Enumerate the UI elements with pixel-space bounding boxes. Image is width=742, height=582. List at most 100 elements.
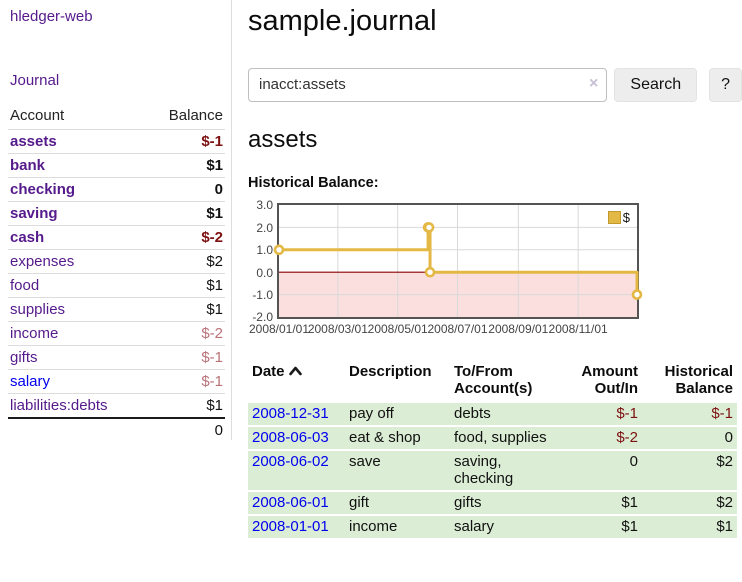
- account-row: expenses $2: [8, 250, 225, 274]
- transaction-description: eat & shop: [345, 426, 450, 450]
- search-button[interactable]: Search: [614, 68, 697, 102]
- sidebar-account-link-checking[interactable]: checking: [10, 181, 75, 198]
- transaction-amount: $1: [562, 491, 642, 515]
- account-balance: $1: [206, 397, 223, 414]
- register-header-historical: Historical Balance: [642, 361, 737, 402]
- sidebar-account-link-assets[interactable]: assets: [10, 133, 57, 150]
- register-row: 2008-06-03 eat & shopfood, supplies$-20: [248, 426, 737, 450]
- account-balance: $-1: [201, 373, 223, 390]
- transaction-historical-balance: $1: [642, 515, 737, 538]
- transaction-accounts: salary: [450, 515, 562, 538]
- y-axis-tick-label: 2.0: [248, 221, 273, 235]
- transaction-historical-balance: $2: [642, 450, 737, 491]
- chart-legend: $: [608, 210, 630, 225]
- x-axis-tick-label: 2008/11/01: [549, 322, 608, 336]
- account-balance: 0: [215, 181, 223, 198]
- data-point-marker: [425, 224, 433, 232]
- chart-plot-area: $: [277, 203, 639, 319]
- sidebar-account-link-liabilities-debts[interactable]: liabilities:debts: [10, 397, 108, 414]
- register-row: 2008-06-01 giftgifts$1$2: [248, 491, 737, 515]
- transaction-amount: $-2: [562, 426, 642, 450]
- transaction-description: gift: [345, 491, 450, 515]
- register-row: 2008-12-31pay offdebts$-1$-1: [248, 402, 737, 426]
- app-title-link[interactable]: hledger-web: [10, 8, 231, 25]
- register-header-accounts: To/From Account(s): [450, 361, 562, 402]
- transaction-historical-balance: $-1: [642, 402, 737, 426]
- transaction-amount: 0: [562, 450, 642, 491]
- sidebar-account-link-supplies[interactable]: supplies: [10, 301, 65, 318]
- x-axis-tick-label: 2008/01/01: [249, 322, 309, 336]
- transaction-description: pay off: [345, 402, 450, 426]
- sidebar-account-link-saving[interactable]: saving: [10, 205, 58, 222]
- transaction-historical-balance: $2: [642, 491, 737, 515]
- help-button[interactable]: ?: [709, 68, 742, 102]
- account-balance: $2: [206, 253, 223, 270]
- account-row: salary $-1: [8, 370, 225, 394]
- data-point-marker: [275, 246, 283, 254]
- account-row: assets$-1: [8, 130, 225, 154]
- account-row: bank $1: [8, 154, 225, 178]
- page-title: sample.journal: [248, 4, 742, 39]
- sidebar-account-link-food[interactable]: food: [10, 277, 39, 294]
- accounts-total-value: 0: [146, 418, 225, 442]
- account-row: food $1: [8, 274, 225, 298]
- sidebar-account-link-salary[interactable]: salary: [10, 373, 50, 390]
- data-point-marker: [426, 269, 434, 277]
- legend-label: $: [623, 210, 630, 225]
- account-balance: $-1: [201, 349, 223, 366]
- account-row: cash$-2: [8, 226, 225, 250]
- transaction-accounts: debts: [450, 402, 562, 426]
- y-axis-tick-label: 3.0: [248, 198, 273, 212]
- x-axis-tick-label: 2008/03/01: [308, 322, 368, 336]
- account-heading: assets: [248, 126, 742, 154]
- data-point-marker: [633, 291, 641, 299]
- transaction-date-link[interactable]: 2008-01-01: [252, 518, 329, 535]
- accounts-header-balance: Balance: [146, 105, 225, 130]
- chart-title: Historical Balance:: [248, 175, 742, 191]
- transaction-accounts: food, supplies: [450, 426, 562, 450]
- register-header-date[interactable]: Date: [248, 361, 345, 402]
- transaction-description: income: [345, 515, 450, 538]
- search-input[interactable]: [248, 68, 607, 102]
- register-header-amount: Amount Out/In: [562, 361, 642, 402]
- transaction-date-link[interactable]: 2008-06-03: [252, 429, 329, 446]
- account-balance: $1: [206, 277, 223, 294]
- historical-balance-chart: $ 3.02.01.00.0-1.0-2.0 2008/01/012008/03…: [248, 201, 648, 341]
- legend-swatch-icon: [608, 211, 621, 224]
- x-axis-tick-label: 2008/09/01: [488, 322, 548, 336]
- account-balance: $-2: [201, 325, 223, 342]
- transaction-description: save: [345, 450, 450, 491]
- transaction-historical-balance: 0: [642, 426, 737, 450]
- sidebar-account-link-expenses[interactable]: expenses: [10, 253, 74, 270]
- sort-asc-icon: [289, 366, 302, 376]
- account-balance: $1: [206, 157, 223, 174]
- transaction-amount: $1: [562, 515, 642, 538]
- x-axis-tick-label: 2008/05/01: [368, 322, 428, 336]
- sidebar-account-link-bank[interactable]: bank: [10, 157, 45, 174]
- transaction-amount: $-1: [562, 402, 642, 426]
- sidebar-item-journal[interactable]: Journal: [10, 72, 231, 89]
- search-bar: × Search ?: [248, 68, 742, 102]
- register-row: 2008-01-01incomesalary$1$1: [248, 515, 737, 538]
- y-axis-tick-label: 1.0: [248, 243, 273, 257]
- account-row: liabilities:debts $1: [8, 394, 225, 419]
- clear-search-icon[interactable]: ×: [589, 76, 598, 92]
- account-row: saving$1: [8, 202, 225, 226]
- transaction-date-link[interactable]: 2008-12-31: [252, 405, 329, 422]
- register-header-description: Description: [345, 361, 450, 402]
- sidebar-account-link-cash[interactable]: cash: [10, 229, 44, 246]
- transaction-date-link[interactable]: 2008-06-02: [252, 453, 329, 470]
- x-axis-tick-label: 2008/07/01: [427, 322, 487, 336]
- account-balance: $1: [206, 301, 223, 318]
- sidebar-account-link-gifts[interactable]: gifts: [10, 349, 38, 366]
- transaction-accounts: saving, checking: [450, 450, 562, 491]
- y-axis-tick-label: -1.0: [248, 288, 273, 302]
- accounts-table: Account Balance assets$-1bank$1checking0…: [8, 105, 225, 442]
- transaction-accounts: gifts: [450, 491, 562, 515]
- account-row: supplies $1: [8, 298, 225, 322]
- sidebar: hledger-web Journal Account Balance asse…: [0, 0, 232, 440]
- sidebar-account-link-income[interactable]: income: [10, 325, 58, 342]
- account-row: checking 0: [8, 178, 225, 202]
- main-content: sample.journal × Search ? assets Histori…: [233, 0, 742, 538]
- transaction-date-link[interactable]: 2008-06-01: [252, 494, 329, 511]
